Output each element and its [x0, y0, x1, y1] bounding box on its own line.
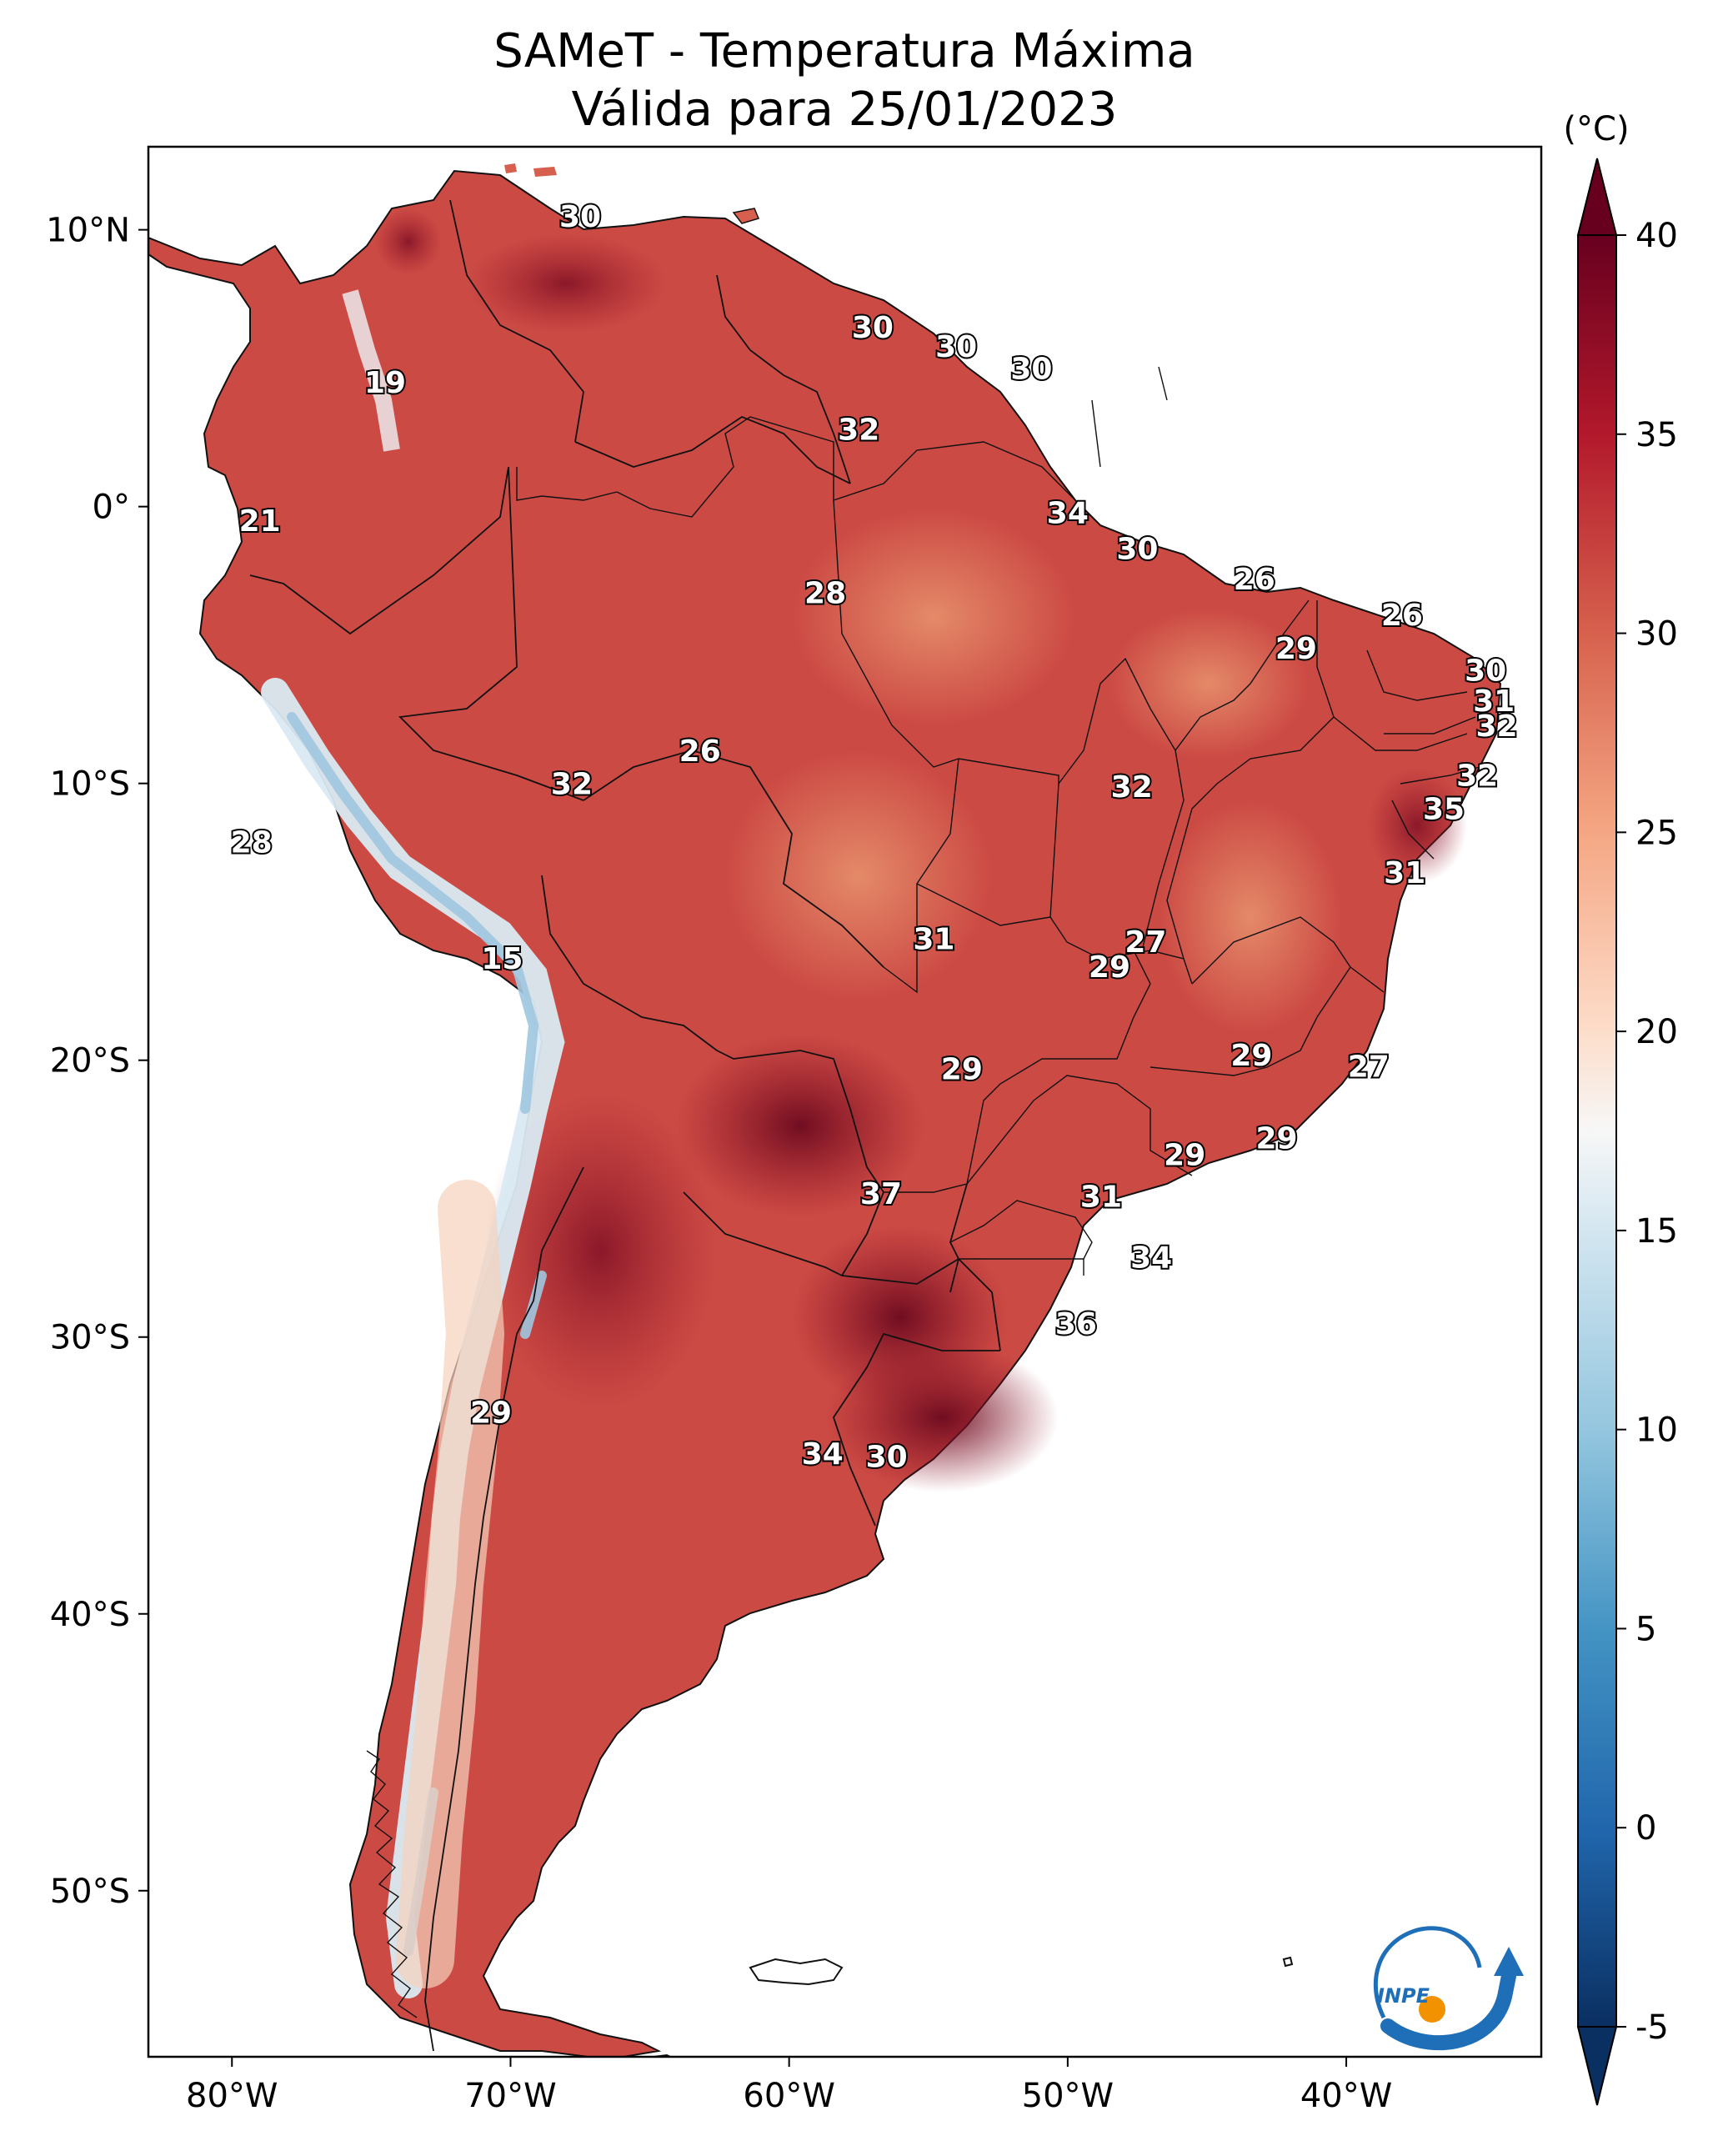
- map-value-label: 26: [1381, 599, 1423, 633]
- map-value-label: 31: [1384, 856, 1425, 890]
- map-title-line2: Válida para 25/01/2023: [572, 83, 1118, 137]
- colorbar-gradient: [1577, 234, 1617, 2028]
- lon-tick-label: 70°W: [464, 2077, 556, 2115]
- map-value-label: 32: [551, 768, 593, 802]
- map-value-label: 29: [1089, 950, 1130, 985]
- state-borders: [516, 366, 1480, 1276]
- colorbar-tick-label: 15: [1635, 1212, 1678, 1251]
- map-value-label: 30: [1465, 654, 1506, 689]
- map-value-label: 34: [1130, 1241, 1172, 1275]
- colorbar-tick-label: 5: [1635, 1610, 1656, 1648]
- map-frame: [147, 145, 1543, 2058]
- map-value-label: 30: [852, 311, 894, 345]
- colorbar-tick-label: -5: [1635, 2008, 1669, 2047]
- falkland-islands: [749, 1958, 844, 1986]
- map-value-label: 19: [364, 366, 406, 400]
- map-value-label: 26: [1234, 563, 1275, 597]
- lon-tick-label: 40°W: [1300, 2077, 1392, 2115]
- map-value-label: 29: [1275, 632, 1317, 666]
- map-value-label: 29: [941, 1053, 983, 1087]
- lat-tick-label: 50°S: [50, 1873, 130, 1911]
- map-value-label: 32: [1456, 760, 1498, 794]
- map-value-label: 31: [1473, 684, 1515, 719]
- lat-tick-label: 10°N: [46, 212, 130, 250]
- lon-tick-label: 80°W: [186, 2077, 278, 2115]
- map-value-label: 36: [1055, 1307, 1097, 1341]
- latitude-ticks: 10°N 0° 10°S 20°S 30°S 40°S 50°S: [46, 212, 148, 1911]
- lat-tick-label: 40°S: [50, 1596, 130, 1634]
- map-title-line1: SAMeT - Temperatura Máxima: [493, 24, 1195, 78]
- country-borders: [249, 199, 1001, 2052]
- colorbar-tick-label: 30: [1635, 615, 1678, 654]
- logo-orange-dot-icon: [1419, 1996, 1445, 2023]
- map-value-label: 29: [1164, 1139, 1205, 1173]
- colorbar-tick-label: 25: [1635, 814, 1678, 852]
- colorbar-upper-extension: [1576, 158, 1618, 236]
- lon-tick-label: 50°W: [1022, 2077, 1114, 2115]
- map-value-label: 31: [1080, 1180, 1122, 1214]
- map-value-label: 30: [559, 200, 601, 234]
- map-value-label: 30: [1010, 353, 1052, 387]
- colorbar-lower-extension: [1576, 2026, 1618, 2106]
- lat-tick-label: 10°S: [50, 765, 130, 804]
- map-value-label: 37: [860, 1177, 902, 1211]
- map-value-label: 29: [470, 1396, 512, 1430]
- map-value-label: 32: [838, 414, 879, 448]
- logo-arrow-icon: [1494, 1947, 1524, 1976]
- colorbar-tick-label: 0: [1635, 1809, 1656, 1848]
- colorbar-tick-label: 10: [1635, 1411, 1678, 1450]
- south-america-map: [148, 163, 1502, 2057]
- map-value-label: 31: [913, 923, 954, 957]
- map-value-label: 28: [231, 825, 273, 860]
- map-value-label: 27: [1124, 925, 1166, 960]
- map-value-label: 26: [679, 735, 721, 769]
- colorbar-tick-label: 20: [1635, 1013, 1678, 1051]
- lat-tick-label: 0°: [93, 489, 130, 527]
- map-value-label: 34: [1047, 496, 1089, 530]
- logo-arc-icon: [1373, 1926, 1482, 2019]
- map-value-label: 29: [1230, 1039, 1272, 1073]
- map-value-label: 30: [866, 1440, 908, 1474]
- colorbar-tick-label: 40: [1635, 217, 1678, 255]
- map-value-label: 15: [481, 942, 523, 976]
- map-value-label: 32: [1475, 709, 1517, 744]
- map-value-label: 30: [935, 330, 977, 364]
- map-value-label: 34: [802, 1437, 844, 1472]
- map-value-label: 32: [1111, 770, 1153, 805]
- longitude-ticks: 80°W 70°W 60°W 50°W 40°W: [186, 2057, 1392, 2115]
- lon-tick-label: 60°W: [743, 2077, 834, 2115]
- colorbar-tick-label: 35: [1635, 416, 1678, 454]
- colorbar: (°C) 40 35 30 25 20 15 10 5 0 -5: [1563, 110, 1678, 2106]
- logo-text: INPE: [1377, 1984, 1430, 2008]
- map-value-label: 30: [1116, 532, 1158, 566]
- lat-tick-label: 20°S: [50, 1042, 130, 1081]
- lat-tick-label: 30°S: [50, 1319, 130, 1357]
- map-value-label: 28: [804, 577, 846, 611]
- map-value-label: 27: [1348, 1050, 1390, 1084]
- map-value-label: 35: [1423, 793, 1465, 827]
- inpe-logo: INPE: [1373, 1926, 1524, 2051]
- map-value-label: 29: [1255, 1122, 1297, 1156]
- map-value-label: 21: [239, 504, 281, 539]
- colorbar-unit-label: (°C): [1563, 110, 1629, 148]
